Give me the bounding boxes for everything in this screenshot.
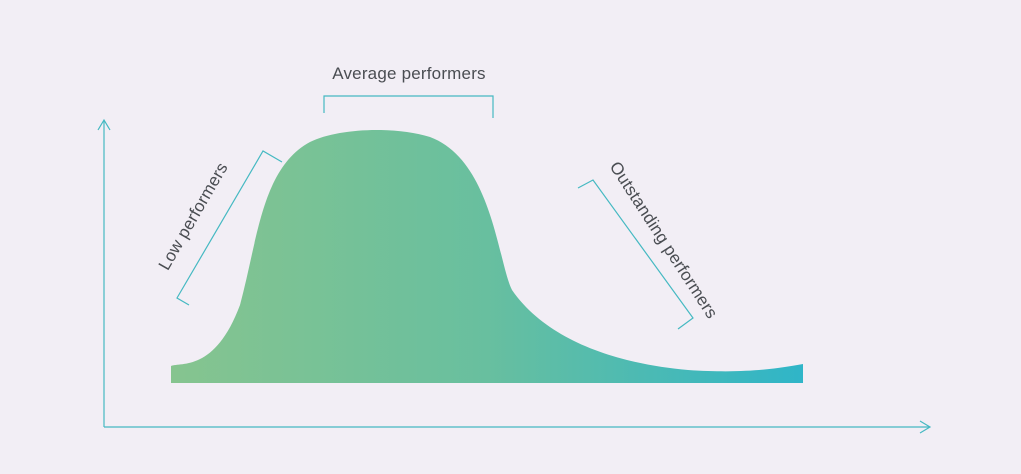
axes: [97, 118, 932, 434]
arrow-up-icon: [97, 118, 111, 131]
low-performers-label: Low performers: [155, 159, 232, 273]
outstanding-performers-label: Outstanding performers: [606, 158, 722, 322]
distribution-curve: [171, 129, 803, 383]
average-performers-label: Average performers: [332, 64, 486, 83]
low-bracket: [176, 150, 283, 306]
arrow-right-icon: [919, 420, 932, 434]
average-bracket: [323, 95, 494, 118]
outstanding-bracket: [577, 179, 694, 330]
